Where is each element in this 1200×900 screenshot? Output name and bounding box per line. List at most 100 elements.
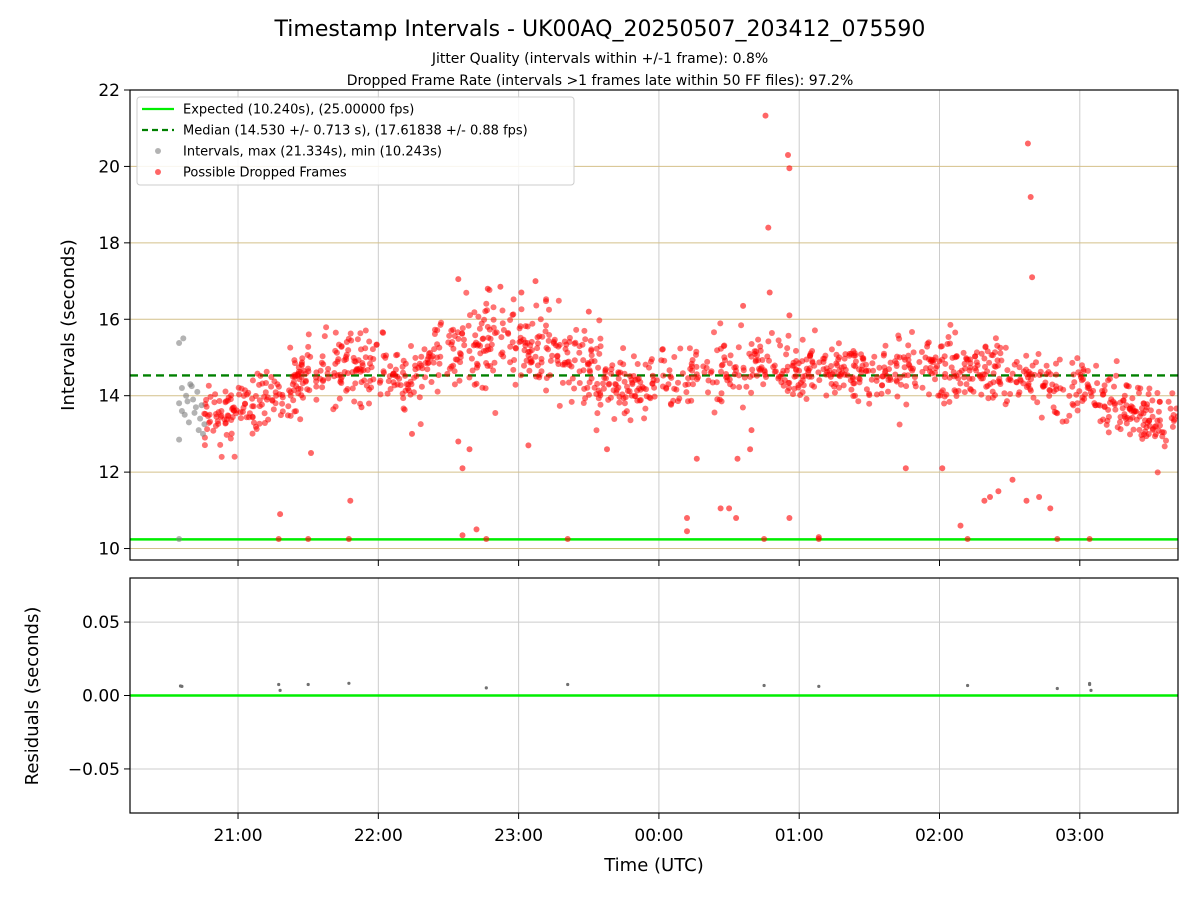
dropped-frame-point [832, 381, 839, 387]
dropped-frame-point [1133, 416, 1140, 423]
dropped-frame-point [835, 340, 842, 347]
dropped-frame-point [780, 382, 787, 389]
dropped-frame-point [876, 364, 883, 371]
dropped-frame-point [568, 398, 575, 405]
dropped-frame-point [543, 298, 549, 305]
dropped-frame-point [352, 380, 359, 387]
dropped-frame-point [485, 346, 492, 353]
dropped-frame-point [475, 313, 482, 320]
dropped-frame-point [795, 360, 802, 367]
dropped-frame-point [306, 387, 313, 394]
dropped-frame-point [455, 438, 462, 445]
dropped-frame-point [1013, 379, 1020, 386]
dropped-frame-point [738, 322, 745, 329]
dropped-frame-point [261, 410, 268, 417]
dropped-frame-point [941, 374, 948, 381]
dropped-frame-point [688, 363, 695, 370]
dropped-frame-point [460, 336, 467, 343]
dropped-frame-point [600, 385, 607, 392]
dropped-frame-point [995, 488, 1002, 495]
dropped-frame-point [957, 522, 964, 529]
dropped-frame-point [982, 363, 988, 370]
dropped-frame-point [564, 536, 571, 542]
dropped-frame-point [1070, 371, 1077, 378]
dropped-frame-point [272, 389, 279, 396]
dropped-frame-point [936, 358, 943, 365]
dropped-frame-point [963, 355, 970, 362]
dropped-frame-point [619, 391, 626, 398]
dropped-frame-point [412, 354, 419, 361]
dropped-frame-point [705, 389, 711, 396]
dropped-frame-point [997, 350, 1004, 357]
legend-expected-label: Expected (10.240s), (25.00000 fps) [183, 103, 414, 118]
dropped-frame-point [1088, 393, 1095, 400]
dropped-frame-point [305, 365, 312, 372]
dropped-frame-point [368, 364, 375, 371]
dropped-frame-point [576, 380, 583, 386]
dropped-frame-point [1173, 405, 1178, 412]
dropped-frame-point [627, 417, 634, 424]
dropped-frame-point [478, 320, 485, 327]
dropped-frame-point [786, 515, 793, 521]
dropped-frame-point [896, 374, 903, 381]
dropped-frame-point [791, 373, 798, 380]
dropped-frame-point [901, 364, 908, 371]
dropped-frame-point [1146, 417, 1153, 424]
bottom-panel-y-ticks: −0.05 0.00 0.05 [68, 613, 130, 780]
dropped-frame-point [392, 366, 399, 373]
dropped-frame-point [743, 383, 750, 390]
dropped-frame-point [454, 329, 461, 336]
dropped-frame-point [866, 400, 873, 407]
dropped-frame-point [394, 351, 401, 358]
dropped-frame-point [916, 359, 923, 365]
dropped-frame-point [521, 362, 527, 369]
dropped-frame-point [1034, 399, 1041, 406]
dropped-frame-point [850, 348, 857, 354]
dropped-frame-point [387, 386, 394, 392]
dropped-frame-point [926, 391, 932, 398]
dropped-frame-point [621, 400, 628, 407]
dropped-frame-point [249, 377, 256, 384]
dropped-frame-point [358, 404, 365, 411]
dropped-frame-point [671, 354, 678, 360]
dropped-frame-point [484, 307, 490, 314]
dropped-frame-point [223, 431, 230, 438]
dropped-frame-point [1146, 385, 1153, 392]
dropped-frame-point [527, 342, 534, 349]
dropped-frame-point [591, 384, 598, 391]
dropped-frame-point [957, 380, 964, 387]
dropped-frame-point [982, 343, 989, 350]
dropped-frame-point [1002, 344, 1009, 351]
dropped-frame-point [1086, 536, 1093, 542]
interval-point [176, 536, 183, 542]
dropped-frame-point [588, 352, 595, 359]
dropped-frame-point [823, 371, 830, 378]
dropped-frame-point [334, 372, 341, 379]
dropped-frame-point [1154, 469, 1161, 476]
dropped-frame-point [386, 373, 393, 380]
dropped-frame-point [649, 380, 656, 387]
dropped-frame-point [1023, 352, 1030, 359]
dropped-frame-point [569, 375, 576, 382]
interval-point [190, 396, 197, 403]
dropped-frame-point [249, 430, 256, 437]
top-panel-points [176, 112, 1178, 542]
dropped-frame-point [510, 366, 517, 373]
dropped-frame-point [224, 397, 231, 404]
dropped-frame-point [335, 356, 342, 363]
dropped-frame-point [991, 363, 998, 370]
dropped-frame-point [1170, 418, 1177, 424]
dropped-frame-point [660, 372, 667, 379]
dropped-frame-point [653, 377, 660, 384]
dropped-frame-point [203, 403, 210, 410]
dropped-frame-point [922, 354, 929, 361]
x-tick-label: 03:00 [1055, 826, 1104, 846]
dropped-frame-point [868, 376, 875, 383]
dropped-frame-point [511, 357, 518, 363]
dropped-frame-point [472, 332, 479, 339]
legend: Expected (10.240s), (25.00000 fps) Media… [136, 96, 575, 186]
dropped-frame-point [739, 404, 746, 411]
residual-point [306, 682, 310, 687]
dropped-frame-point [987, 494, 993, 500]
dropped-frame-point [803, 396, 810, 402]
